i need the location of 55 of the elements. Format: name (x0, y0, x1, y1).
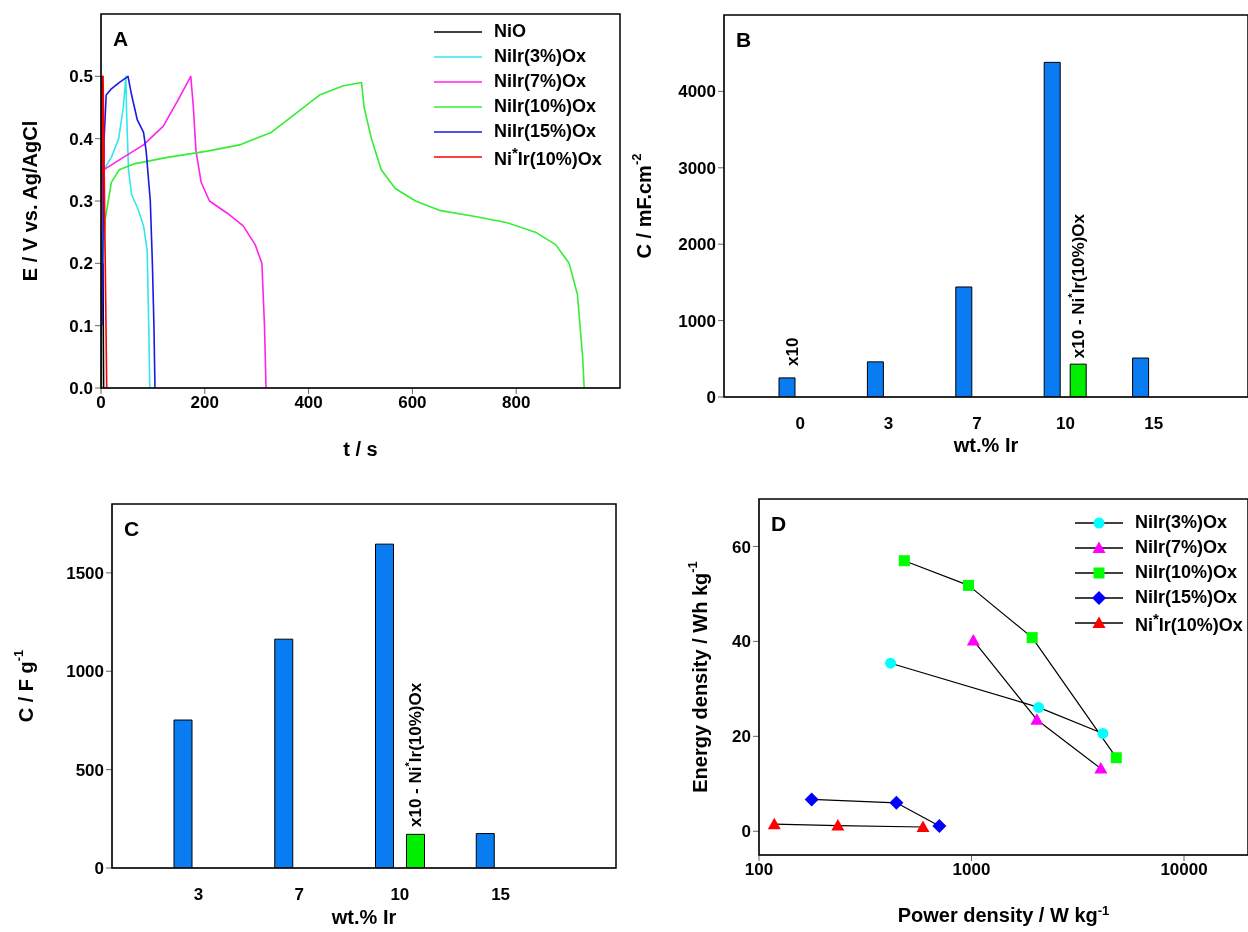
x-tick-label: 7 (972, 414, 982, 434)
y-tick-label: 60 (732, 537, 751, 557)
x-axis-title: Power density / W kg$^{-1}$ (897, 902, 1110, 926)
x-tick-label: 3 (883, 414, 894, 434)
legend-label: NiIr(7%)Ox (494, 71, 587, 91)
y-tick-label: 40 (732, 632, 751, 652)
x-tick-label: 10 (390, 885, 410, 905)
x-tick-label: 10 (1055, 414, 1075, 434)
legend-label: NiIr(15%)Ox (1135, 587, 1238, 607)
x-tick-label: 15 (1144, 414, 1164, 434)
legend-label: NiO (494, 21, 527, 41)
text: A (113, 27, 129, 50)
x-tick-label: 10000 (1160, 860, 1208, 880)
x-tick-label: 7 (294, 885, 304, 905)
y-axis-title: E / V vs. Ag/AgCl (19, 120, 41, 282)
x-tick-label: 400 (294, 393, 323, 413)
x-tick-label: 1000 (952, 860, 991, 880)
y-tick-label: 0.1 (69, 316, 93, 336)
y-tick-label: 2000 (678, 235, 716, 255)
y-tick-label: 20 (732, 727, 751, 747)
x-tick-label: 800 (502, 393, 531, 413)
legend-label: NiIr(7%)Ox (1135, 537, 1228, 557)
y-tick-label: 500 (75, 760, 104, 780)
y-tick-label: 3000 (678, 158, 716, 178)
y-tick-label: 0.5 (69, 67, 93, 87)
y-tick-label: 0.0 (69, 379, 93, 399)
y-tick-label: 4000 (678, 82, 716, 102)
y-tick-label: 1500 (66, 563, 104, 583)
legend-label: Ni$^{*}$Ir(10%)Ox (494, 143, 602, 169)
y-tick-label: 0.4 (69, 129, 94, 149)
x-axis-title: t / s (343, 438, 378, 460)
y-tick-label: 0 (741, 822, 751, 842)
x-axis-title: wt.% Ir (330, 906, 397, 928)
x-tick-label: 200 (190, 393, 219, 413)
annotation: x10 (782, 337, 802, 366)
line-series (102, 75, 267, 388)
legend-label: NiIr(10%)Ox (494, 96, 597, 116)
x-tick-label: 3 (193, 885, 204, 905)
x-tick-label: 600 (398, 393, 427, 413)
legend-label: NiIr(10%)Ox (1135, 562, 1238, 582)
x-axis-title: wt.% Ir (952, 434, 1019, 456)
legend-label: NiIr(3%)Ox (494, 46, 587, 66)
y-tick-label: 0.3 (69, 192, 93, 212)
y-tick-label: 1000 (66, 662, 104, 682)
x-tick-label: 0 (795, 414, 805, 434)
text: B (736, 28, 752, 51)
legend-label: NiIr(3%)Ox (1135, 512, 1228, 532)
legend-label: NiIr(15%)Ox (494, 121, 597, 141)
x-tick-label: 15 (491, 885, 511, 905)
legend-label: Ni$^{*}$Ir(10%)Ox (1135, 609, 1243, 635)
y-tick-label: 1000 (678, 311, 716, 331)
x-tick-label: 100 (744, 860, 774, 880)
y-tick-label: 0.2 (69, 254, 93, 274)
text: D (771, 512, 787, 535)
text: C (124, 517, 140, 540)
